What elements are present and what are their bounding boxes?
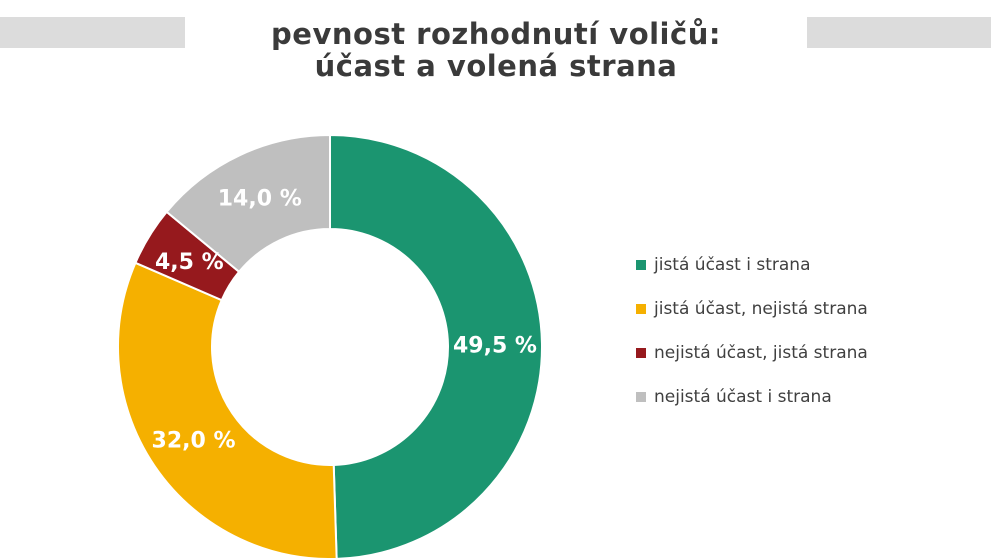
legend-item-3: nejistá účast, jistá strana bbox=[636, 342, 868, 364]
legend-item-4: nejistá účast i strana bbox=[636, 386, 868, 408]
legend-label: jistá účast i strana bbox=[654, 255, 811, 275]
legend-swatch bbox=[636, 392, 646, 402]
donut-slice-1 bbox=[329, 133, 543, 558]
legend-label: nejistá účast, jistá strana bbox=[654, 343, 868, 363]
slice-data-label-1: 49,5 % bbox=[453, 333, 537, 358]
chart-title-line-1: pevnost rozhodnutí voličů: bbox=[271, 17, 721, 51]
legend-label: jistá účast, nejistá strana bbox=[654, 299, 868, 319]
legend-swatch bbox=[636, 260, 646, 270]
legend-swatch bbox=[636, 304, 646, 314]
chart-legend: jistá účast i strana jistá účast, nejistá… bbox=[636, 254, 868, 430]
legend-swatch bbox=[636, 348, 646, 358]
legend-label: nejistá účast i strana bbox=[654, 387, 832, 407]
chart-title-line-2: účast a volená strana bbox=[314, 49, 678, 83]
legend-item-2: jistá účast, nejistá strana bbox=[636, 298, 868, 320]
donut-slice-2 bbox=[117, 261, 338, 558]
chart-title: pevnost rozhodnutí voličů: účast a volen… bbox=[185, 18, 807, 82]
donut-slice-4 bbox=[165, 133, 331, 274]
decorative-bar-right bbox=[807, 17, 991, 48]
slice-data-label-3: 4,5 % bbox=[155, 250, 224, 275]
decorative-bar-left bbox=[0, 17, 185, 48]
slice-data-label-2: 32,0 % bbox=[152, 429, 236, 454]
legend-item-1: jistá účast i strana bbox=[636, 254, 868, 276]
slice-data-label-4: 14,0 % bbox=[218, 187, 302, 212]
